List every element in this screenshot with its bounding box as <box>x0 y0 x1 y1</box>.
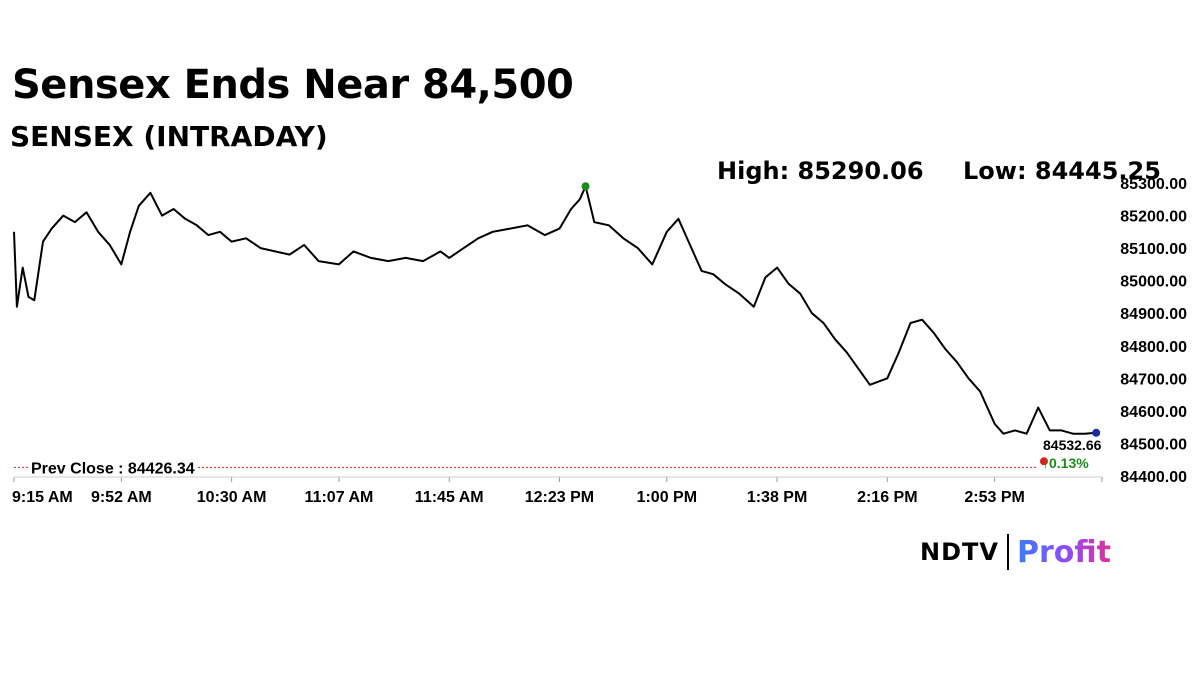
x-tick-label: 10:30 AM <box>197 489 267 506</box>
headline: Sensex Ends Near 84,500 <box>12 62 574 108</box>
low-label: Low: 84445.25 <box>963 157 1161 185</box>
x-tick-label: 11:45 AM <box>415 489 484 506</box>
y-tick-label: 84400.00 <box>1120 469 1187 486</box>
y-tick-label: 84600.00 <box>1120 404 1187 421</box>
series-marker <box>1039 457 1048 466</box>
change-label: ↑0.13% <box>1042 455 1089 471</box>
x-tick-label: 9:15 AM <box>12 489 73 506</box>
brand-product: Profit <box>1016 534 1111 570</box>
y-tick-label: 85000.00 <box>1120 274 1187 291</box>
x-tick-label: 1:00 PM <box>637 489 697 506</box>
x-tick-label: 9:52 AM <box>91 489 152 506</box>
ndtv-profit-logo: NDTV Profit <box>920 532 1111 572</box>
y-tick-label: 85100.00 <box>1120 241 1187 258</box>
chart-title: SENSEX (INTRADAY) <box>10 120 328 153</box>
series-marker <box>581 182 590 191</box>
x-tick-label: 2:53 PM <box>964 489 1024 506</box>
y-tick-label: 85300.00 <box>1120 176 1187 193</box>
last-value-label: 84532.66 <box>1043 437 1102 453</box>
y-tick-label: 85200.00 <box>1120 209 1187 226</box>
x-tick-label: 11:07 AM <box>305 489 374 506</box>
x-tick-label: 2:16 PM <box>857 489 917 506</box>
x-tick-label: 12:23 PM <box>525 489 594 506</box>
logo-divider <box>1006 534 1009 570</box>
prev-close-label: Prev Close : 84426.34 <box>31 460 195 477</box>
change-percent: 0.13% <box>1049 455 1089 471</box>
y-tick-label: 84800.00 <box>1120 339 1187 356</box>
series-marker <box>1092 428 1101 437</box>
y-tick-label: 84700.00 <box>1120 371 1187 388</box>
brand-name: NDTV <box>920 538 999 566</box>
series-line <box>13 185 1097 435</box>
x-tick-label: 1:38 PM <box>747 489 807 506</box>
y-tick-label: 84500.00 <box>1120 436 1187 453</box>
high-label: High: 85290.06 <box>717 157 924 185</box>
change-arrow: ↑ <box>1042 455 1049 471</box>
y-tick-label: 84900.00 <box>1120 306 1187 323</box>
